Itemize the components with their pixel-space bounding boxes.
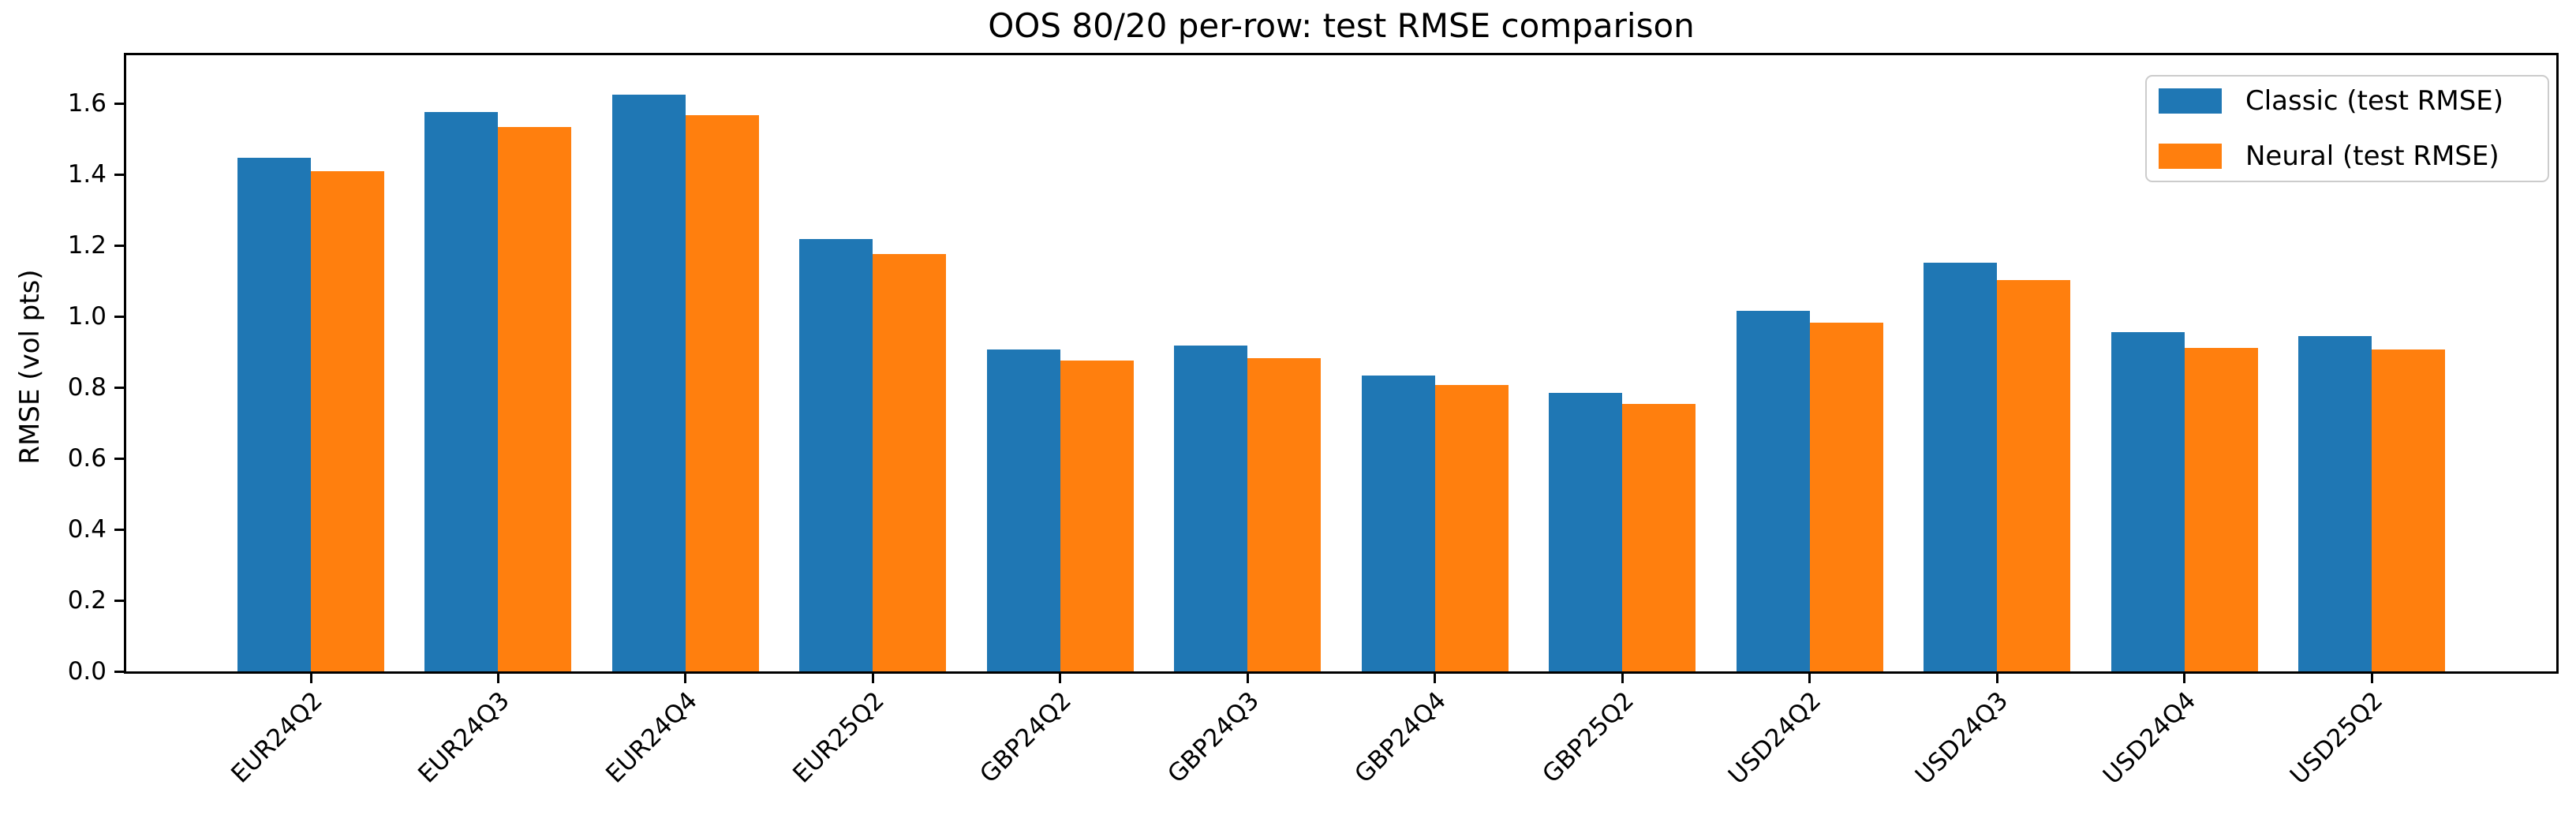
x-tick-GBP25Q2	[1621, 674, 1624, 683]
x-tick-EUR24Q4	[684, 674, 687, 683]
bar-classic-USD24Q3	[1924, 263, 1998, 671]
y-tick-1.4	[114, 173, 124, 176]
bar-neural-GBP24Q2	[1060, 360, 1134, 671]
legend-label-classic: Classic (test RMSE)	[2245, 85, 2504, 117]
bar-neural-GBP24Q3	[1247, 358, 1322, 671]
bar-classic-GBP25Q2	[1549, 393, 1623, 671]
y-tick-label-0.0: 0.0	[67, 657, 107, 686]
bar-classic-EUR24Q2	[237, 158, 311, 671]
x-tick-EUR24Q3	[496, 674, 499, 683]
bar-classic-GBP24Q4	[1361, 376, 1435, 671]
x-tick-USD25Q2	[2370, 674, 2373, 683]
x-tick-label-EUR25Q2: EUR25Q2	[787, 686, 890, 789]
y-tick-label-0.4: 0.4	[67, 515, 107, 544]
legend-swatch-classic	[2159, 88, 2222, 114]
x-tick-label-GBP24Q2: GBP24Q2	[974, 686, 1078, 789]
x-tick-USD24Q4	[2183, 674, 2186, 683]
y-tick-label-0.6: 0.6	[67, 444, 107, 473]
x-tick-USD24Q3	[1995, 674, 1998, 683]
bar-neural-USD24Q2	[1809, 323, 1883, 671]
y-tick-1.6	[114, 102, 124, 105]
x-tick-label-USD24Q3: USD24Q3	[1910, 686, 2014, 790]
bar-neural-GBP24Q4	[1434, 384, 1509, 671]
x-tick-label-GBP25Q2: GBP25Q2	[1536, 686, 1639, 789]
y-tick-0.4	[114, 528, 124, 531]
bar-classic-EUR25Q2	[799, 239, 873, 671]
x-tick-label-USD24Q4: USD24Q4	[2097, 686, 2202, 790]
legend-row-neural: Neural (test RMSE)	[2159, 140, 2548, 172]
y-tick-label-1.4: 1.4	[67, 160, 107, 189]
bar-neural-GBP25Q2	[1622, 404, 1696, 671]
x-tick-label-USD24Q2: USD24Q2	[1722, 686, 1827, 790]
y-tick-label-1.2: 1.2	[67, 231, 107, 260]
bar-neural-EUR25Q2	[873, 253, 947, 671]
chart-title: OOS 80/20 per-row: test RMSE comparison	[988, 6, 1695, 45]
y-tick-label-0.2: 0.2	[67, 586, 107, 615]
x-tick-EUR24Q2	[309, 674, 312, 683]
bar-classic-EUR24Q4	[611, 94, 686, 671]
x-tick-GBP24Q3	[1246, 674, 1249, 683]
bar-neural-USD24Q4	[2184, 348, 2258, 671]
y-tick-0.2	[114, 599, 124, 602]
legend: Classic (test RMSE) Neural (test RMSE)	[2145, 75, 2549, 182]
bar-neural-USD24Q3	[1997, 280, 2071, 671]
legend-label-neural: Neural (test RMSE)	[2245, 140, 2499, 172]
y-tick-1.2	[114, 244, 124, 247]
bar-neural-USD25Q2	[2372, 349, 2445, 671]
x-tick-label-GBP24Q4: GBP24Q4	[1349, 686, 1453, 789]
x-tick-GBP24Q2	[1059, 674, 1062, 683]
y-tick-label-1.6: 1.6	[67, 89, 107, 118]
y-tick-label-0.8: 0.8	[67, 373, 107, 402]
x-tick-label-EUR24Q2: EUR24Q2	[225, 686, 328, 789]
y-tick-0.8	[114, 386, 124, 389]
x-tick-label-EUR24Q4: EUR24Q4	[600, 686, 703, 789]
y-tick-label-1.0: 1.0	[67, 302, 107, 331]
bar-classic-GBP24Q2	[986, 349, 1060, 671]
y-tick-1.0	[114, 315, 124, 318]
x-tick-label-EUR24Q3: EUR24Q3	[413, 686, 515, 789]
bar-classic-EUR24Q3	[424, 111, 499, 671]
bar-classic-GBP24Q3	[1174, 346, 1248, 671]
legend-row-classic: Classic (test RMSE)	[2159, 85, 2548, 117]
bar-classic-USD25Q2	[2298, 336, 2372, 671]
y-tick-0.6	[114, 457, 124, 460]
bar-classic-USD24Q2	[1736, 310, 1810, 671]
bar-neural-EUR24Q4	[685, 115, 759, 671]
legend-swatch-neural	[2159, 144, 2222, 169]
x-tick-USD24Q2	[1808, 674, 1811, 683]
x-tick-label-USD25Q2: USD25Q2	[2285, 686, 2389, 790]
y-tick-0.0	[114, 670, 124, 673]
x-tick-label-GBP24Q3: GBP24Q3	[1161, 686, 1265, 789]
bar-neural-EUR24Q2	[311, 170, 384, 671]
bar-classic-USD24Q4	[2111, 331, 2185, 671]
x-tick-GBP24Q4	[1434, 674, 1437, 683]
x-tick-EUR25Q2	[871, 674, 874, 683]
bar-neural-EUR24Q3	[498, 126, 572, 671]
